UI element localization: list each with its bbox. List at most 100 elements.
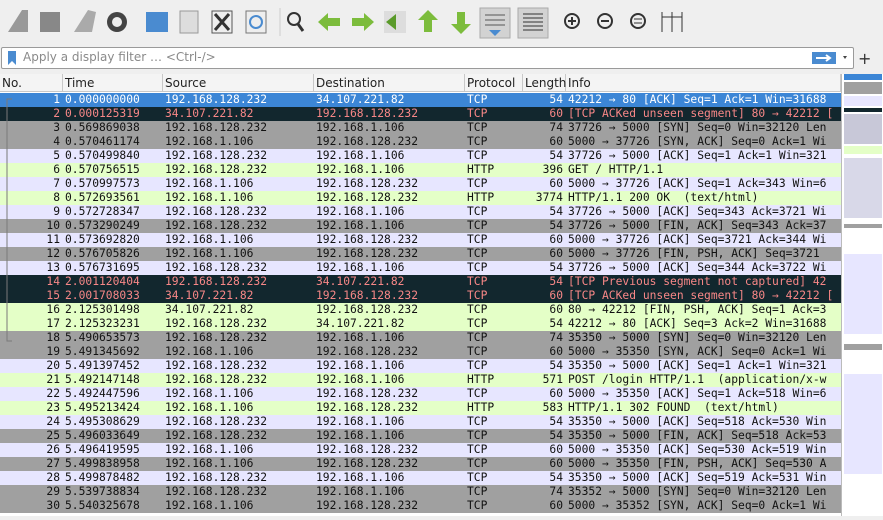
packet-row[interactable]: 26 5.496419595 192.168.1.106 192.168.128.23… bbox=[0, 443, 841, 457]
find-packet[interactable] bbox=[287, 12, 305, 32]
cell: TCP bbox=[467, 261, 488, 274]
packet-row[interactable]: 14 2.001120404 192.168.128.232 34.107.221.8… bbox=[0, 275, 841, 289]
stop-capture[interactable] bbox=[40, 12, 60, 32]
cell: 2.001708033 bbox=[65, 289, 140, 302]
restart-capture[interactable] bbox=[74, 10, 96, 32]
cell: 12 bbox=[46, 247, 60, 260]
cell: 192.168.128.232 bbox=[165, 429, 268, 442]
cell: 35352 → 5000 [SYN] Seq=0 Win=32120 Len bbox=[568, 485, 827, 498]
cell: 192.168.1.106 bbox=[316, 471, 405, 484]
filter-placeholder: Apply a display filter … <Ctrl-/> bbox=[23, 50, 216, 64]
cell: 60 bbox=[549, 345, 563, 358]
open-file[interactable] bbox=[146, 12, 168, 32]
packet-row[interactable]: 5 0.570499840 192.168.128.232 192.168.1.106… bbox=[0, 149, 841, 163]
cell: 192.168.1.106 bbox=[316, 205, 405, 218]
packet-row[interactable]: 8 0.572693561 192.168.1.106 192.168.128.232… bbox=[0, 191, 841, 205]
cell: 29 bbox=[46, 485, 60, 498]
packet-row[interactable]: 22 5.492447596 192.168.1.106 192.168.128.23… bbox=[0, 387, 841, 401]
add-filter-button[interactable]: + bbox=[858, 49, 872, 68]
colorize[interactable] bbox=[517, 7, 549, 39]
zoom-in[interactable] bbox=[564, 13, 580, 29]
close-file[interactable] bbox=[211, 10, 233, 34]
cell: 42212 → 80 [ACK] Seq=3 Ack=2 Win=31688 bbox=[568, 317, 827, 330]
cell: 27 bbox=[46, 457, 60, 470]
cell: 192.168.1.106 bbox=[165, 457, 254, 470]
bookmark-icon[interactable] bbox=[6, 49, 20, 67]
cell: 7 bbox=[53, 177, 60, 190]
packet-row[interactable]: 23 5.495213424 192.168.1.106 192.168.128.23… bbox=[0, 401, 841, 415]
cell: 5000 → 37726 [FIN, PSH, ACK] Seq=3721 bbox=[568, 247, 820, 260]
cell: 13 bbox=[46, 261, 60, 274]
first-packet[interactable] bbox=[418, 10, 438, 32]
packet-row[interactable]: 3 0.569869038 192.168.128.232 192.168.1.106… bbox=[0, 121, 841, 135]
options[interactable] bbox=[107, 12, 127, 32]
packet-row[interactable]: 1 0.000000000 192.168.128.232 34.107.221.82… bbox=[0, 93, 841, 107]
packet-row[interactable]: 12 0.576705826 192.168.1.106 192.168.128.23… bbox=[0, 247, 841, 261]
column-header: Length bbox=[523, 74, 567, 92]
cell: 5.491345692 bbox=[65, 345, 140, 358]
save-file[interactable] bbox=[179, 10, 199, 34]
cell: 54 bbox=[549, 149, 563, 162]
packet-row[interactable]: 30 5.540325678 192.168.1.106 192.168.128.23… bbox=[0, 499, 841, 513]
cell: 5.492147148 bbox=[65, 373, 140, 386]
packet-row[interactable]: 10 0.573290249 192.168.128.232 192.168.1.10… bbox=[0, 219, 841, 233]
packet-row[interactable]: 2 0.000125319 34.107.221.82 192.168.128.232… bbox=[0, 107, 841, 121]
zoom-out[interactable] bbox=[597, 13, 613, 29]
cell: 192.168.128.232 bbox=[165, 261, 268, 274]
cell: HTTP bbox=[467, 401, 495, 414]
go-to-packet[interactable] bbox=[384, 11, 406, 33]
cell: 60 bbox=[549, 289, 563, 302]
start-capture[interactable] bbox=[8, 10, 28, 32]
cell: 5000 → 35350 [ACK] Seq=1 Ack=518 Win=6 bbox=[568, 387, 827, 400]
cell: 60 bbox=[549, 499, 563, 512]
packet-row[interactable]: 17 2.125323231 192.168.128.232 34.107.221.8… bbox=[0, 317, 841, 331]
cell: TCP bbox=[467, 485, 488, 498]
cell: HTTP/1.1 302 FOUND (text/html) bbox=[568, 401, 779, 414]
apply-button[interactable] bbox=[810, 49, 850, 67]
display-filter[interactable]: Apply a display filter … <Ctrl-/> bbox=[1, 47, 854, 69]
packet-row[interactable]: 4 0.570461174 192.168.1.106 192.168.128.232… bbox=[0, 135, 841, 149]
packet-row[interactable]: 16 2.125301498 34.107.221.82 192.168.128.23… bbox=[0, 303, 841, 317]
packet-row[interactable]: 18 5.490653573 192.168.128.232 192.168.1.10… bbox=[0, 331, 841, 345]
packet-row[interactable]: 15 2.001708033 34.107.221.82 192.168.128.23… bbox=[0, 289, 841, 303]
cell: 34.107.221.82 bbox=[316, 275, 405, 288]
packet-row[interactable]: 6 0.570756515 192.168.128.232 192.168.1.106… bbox=[0, 163, 841, 177]
cell: 192.168.128.232 bbox=[165, 205, 268, 218]
cell: TCP bbox=[467, 205, 488, 218]
packet-row[interactable]: 21 5.492147148 192.168.128.232 192.168.1.10… bbox=[0, 373, 841, 387]
cell: TCP bbox=[467, 177, 488, 190]
packet-row[interactable]: 11 0.573692820 192.168.1.106 192.168.128.23… bbox=[0, 233, 841, 247]
packet-row[interactable]: 28 5.499878482 192.168.128.232 192.168.1.10… bbox=[0, 471, 841, 485]
packet-row[interactable]: 7 0.570997573 192.168.1.106 192.168.128.232… bbox=[0, 177, 841, 191]
packet-row[interactable]: 27 5.499838958 192.168.1.106 192.168.128.23… bbox=[0, 457, 841, 471]
last-packet[interactable] bbox=[451, 12, 471, 34]
packet-row[interactable]: 20 5.491397452 192.168.128.232 192.168.1.10… bbox=[0, 359, 841, 373]
cell: 34.107.221.82 bbox=[316, 317, 405, 330]
cell: 192.168.128.232 bbox=[165, 149, 268, 162]
reload-file[interactable] bbox=[245, 10, 267, 34]
cell: 60 bbox=[549, 107, 563, 120]
cell: 54 bbox=[549, 415, 563, 428]
go-back[interactable] bbox=[318, 13, 340, 31]
cell: 192.168.128.232 bbox=[316, 499, 419, 512]
auto-scroll[interactable] bbox=[479, 7, 511, 39]
cell: 10 bbox=[46, 219, 60, 232]
cell: 0.572693561 bbox=[65, 191, 140, 204]
go-forward[interactable] bbox=[352, 13, 374, 31]
cell: 54 bbox=[549, 471, 563, 484]
cell: 35350 → 5000 [SYN] Seq=0 Win=32120 Len bbox=[568, 331, 827, 344]
normal-size[interactable] bbox=[630, 13, 646, 29]
packet-row[interactable]: 25 5.496033649 192.168.128.232 192.168.1.10… bbox=[0, 429, 841, 443]
resize-columns[interactable] bbox=[661, 12, 683, 32]
packet-row[interactable]: 24 5.495308629 192.168.128.232 192.168.1.10… bbox=[0, 415, 841, 429]
cell: 60 bbox=[549, 135, 563, 148]
cell: TCP bbox=[467, 275, 488, 288]
cell: 35350 → 5000 [ACK] Seq=518 Ack=530 Win bbox=[568, 415, 827, 428]
packet-row[interactable]: 19 5.491345692 192.168.1.106 192.168.128.23… bbox=[0, 345, 841, 359]
cell: 192.168.128.232 bbox=[316, 387, 419, 400]
packet-row[interactable]: 9 0.572728347 192.168.128.232 192.168.1.106… bbox=[0, 205, 841, 219]
cell: 34.107.221.82 bbox=[165, 289, 254, 302]
cell: 2.125301498 bbox=[65, 303, 140, 316]
packet-row[interactable]: 29 5.539738834 192.168.128.232 192.168.1.10… bbox=[0, 485, 841, 499]
packet-row[interactable]: 13 0.576731695 192.168.128.232 192.168.1.10… bbox=[0, 261, 841, 275]
